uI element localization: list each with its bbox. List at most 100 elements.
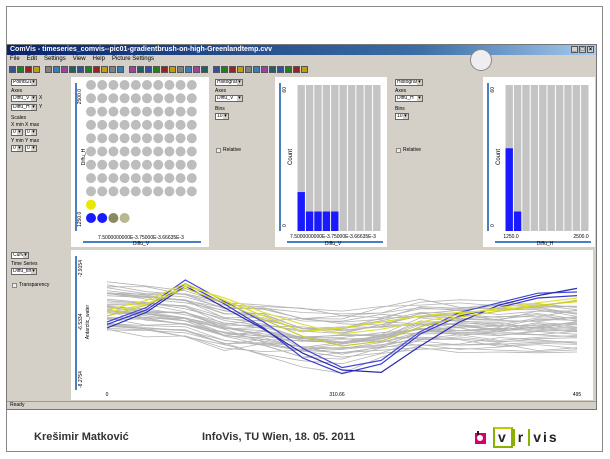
- scatter-point[interactable]: [186, 133, 197, 144]
- scatter-point[interactable]: [97, 80, 108, 90]
- histogram-bar[interactable]: [305, 211, 314, 231]
- scatter-point[interactable]: [108, 106, 119, 117]
- menu-edit[interactable]: Edit: [26, 56, 38, 62]
- timeseries-view[interactable]: -2.9154 -6.5334 -8.2754 Antarctic_water …: [71, 250, 593, 400]
- hist1-svg[interactable]: 60 0 Count 7.5000000000E-3.75000E-3.6663…: [275, 77, 387, 247]
- toolbar-tool-icon[interactable]: [293, 65, 300, 73]
- scatter-point[interactable]: [119, 93, 130, 104]
- toolbar-tool-icon[interactable]: [109, 65, 116, 73]
- toolbar-tool-icon[interactable]: [261, 65, 268, 73]
- scatter-point[interactable]: [130, 80, 141, 90]
- toolbar-tool-icon[interactable]: [145, 65, 152, 73]
- timeseries-curve-highlighted[interactable]: [106, 279, 578, 369]
- scatter-point[interactable]: [153, 159, 164, 170]
- scatter-point[interactable]: [86, 80, 96, 90]
- hist2-relative-checkbox[interactable]: [396, 148, 401, 153]
- scatter-point[interactable]: [153, 119, 164, 130]
- toolbar-tool-icon[interactable]: [245, 65, 252, 73]
- scatter-point[interactable]: [164, 173, 175, 184]
- scatter-point[interactable]: [153, 80, 164, 90]
- toolbar-tool-icon[interactable]: [153, 65, 160, 73]
- histogram-bar[interactable]: [331, 211, 339, 231]
- scatter-point[interactable]: [186, 159, 197, 170]
- toolbar-tool-icon[interactable]: [201, 65, 208, 73]
- scatter-point[interactable]: [108, 93, 119, 104]
- histogram-bar[interactable]: [314, 211, 322, 231]
- scatter-point[interactable]: [130, 106, 141, 117]
- scatter-point[interactable]: [164, 106, 175, 117]
- scatter-point[interactable]: [175, 173, 186, 184]
- scatter-point[interactable]: [186, 173, 197, 184]
- menu-settings[interactable]: Settings: [44, 56, 66, 62]
- timeseries-curve-highlighted[interactable]: [106, 282, 578, 333]
- hist1-bins-field[interactable]: 10: [215, 113, 229, 120]
- scatter-point[interactable]: [175, 186, 186, 197]
- scatter-point[interactable]: [119, 119, 130, 130]
- toolbar-tool-icon[interactable]: [193, 65, 200, 73]
- scatter-point[interactable]: [130, 133, 141, 144]
- scatter-point[interactable]: [175, 119, 186, 130]
- transparency-checkbox[interactable]: [12, 283, 17, 288]
- time-series-select[interactable]: Diffu_time: [11, 268, 37, 275]
- scatter-point[interactable]: [153, 106, 164, 117]
- scatter-point[interactable]: [186, 146, 197, 157]
- toolbar-tool-icon[interactable]: [221, 65, 228, 73]
- hist2-view[interactable]: 60 0 Count 1250.0 2500.0 Diffu_H: [483, 77, 595, 247]
- scatter-point[interactable]: [175, 146, 186, 157]
- scatter-point[interactable]: [153, 186, 164, 197]
- scatter-point[interactable]: [130, 159, 141, 170]
- close-button[interactable]: ×: [587, 46, 594, 53]
- menu-file[interactable]: File: [10, 56, 20, 62]
- scatter-point[interactable]: [142, 159, 152, 170]
- scatter-point[interactable]: [164, 133, 175, 144]
- scatter-point[interactable]: [97, 106, 108, 117]
- hist2-type-select[interactable]: Histogram: [395, 79, 423, 86]
- histogram-bar[interactable]: [513, 211, 522, 231]
- scatter-point[interactable]: [86, 186, 96, 197]
- toolbar-tool-icon[interactable]: [185, 65, 192, 73]
- scatter-point[interactable]: [97, 173, 108, 184]
- toolbar-tool-icon[interactable]: [129, 65, 136, 73]
- hist1-relative-checkbox[interactable]: [216, 148, 221, 153]
- scatter-point[interactable]: [119, 186, 130, 197]
- histogram-bar[interactable]: [297, 192, 305, 231]
- scatter-point[interactable]: [153, 146, 164, 157]
- scatter-point-highlighted[interactable]: [97, 213, 108, 223]
- scatter-point[interactable]: [108, 146, 119, 157]
- scatter-point[interactable]: [164, 119, 175, 130]
- scatter-point[interactable]: [175, 80, 186, 90]
- scatter-point-highlighted[interactable]: [119, 213, 130, 223]
- scatter-point[interactable]: [119, 133, 130, 144]
- scatter-point[interactable]: [108, 159, 119, 170]
- scatter-point[interactable]: [164, 159, 175, 170]
- toolbar-tool-icon[interactable]: [177, 65, 184, 73]
- scatter-point[interactable]: [186, 119, 197, 130]
- scatter-point[interactable]: [108, 133, 119, 144]
- hist2-axis-select[interactable]: Diffu_H: [395, 95, 423, 102]
- toolbar-tool-icon[interactable]: [53, 65, 60, 73]
- timeseries-type-select[interactable]: Curves: [11, 252, 29, 259]
- scatter-point-highlighted[interactable]: [108, 213, 119, 223]
- scatter-point[interactable]: [119, 159, 130, 170]
- scatter-point[interactable]: [186, 186, 197, 197]
- view-type-select[interactable]: Points2D: [11, 79, 37, 86]
- toolbar-tool-icon[interactable]: [17, 65, 24, 73]
- toolbar-tool-icon[interactable]: [101, 65, 108, 73]
- scatter-point-highlighted[interactable]: [86, 199, 96, 210]
- scatter-point[interactable]: [142, 133, 152, 144]
- scatter-point[interactable]: [142, 186, 152, 197]
- xmin-field[interactable]: 0: [11, 129, 23, 136]
- toolbar-tool-icon[interactable]: [117, 65, 124, 73]
- toolbar-tool-icon[interactable]: [229, 65, 236, 73]
- scatter-point[interactable]: [175, 93, 186, 104]
- toolbar-tool-icon[interactable]: [9, 65, 16, 73]
- scatter-point[interactable]: [119, 106, 130, 117]
- scatter-point[interactable]: [175, 159, 186, 170]
- toolbar-tool-icon[interactable]: [169, 65, 176, 73]
- scatter-point[interactable]: [130, 173, 141, 184]
- hist2-svg[interactable]: 60 0 Count 1250.0 2500.0 Diffu_H: [483, 77, 595, 247]
- histogram-bar[interactable]: [505, 148, 513, 231]
- scatter-point[interactable]: [175, 106, 186, 117]
- x-axis-select[interactable]: Diffu_V: [11, 95, 37, 102]
- scatter-point[interactable]: [164, 80, 175, 90]
